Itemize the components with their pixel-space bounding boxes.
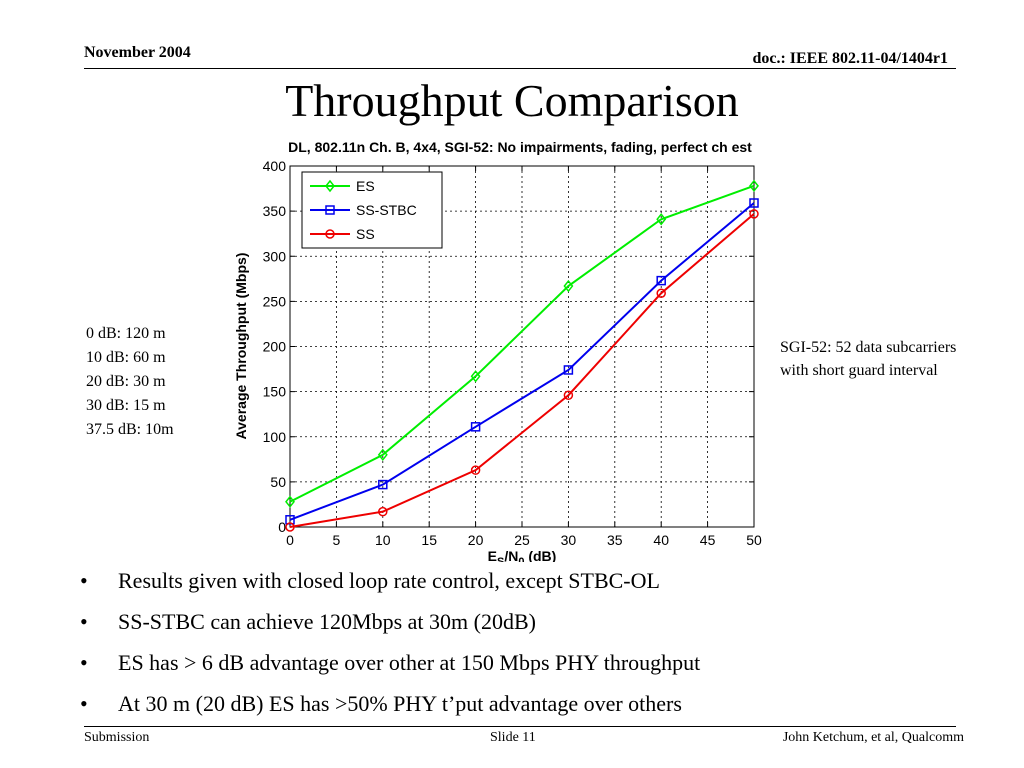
y-tick-label: 200 <box>263 339 287 355</box>
sgi-note: SGI-52: 52 data subcarriers with short g… <box>780 339 957 379</box>
distance-note: 0 dB: 120 m 10 dB: 60 m 20 dB: 30 m 30 d… <box>86 322 174 442</box>
data-point-ss-stbc <box>470 422 481 432</box>
series-es <box>285 179 759 508</box>
data-point-ss-stbc <box>749 198 759 208</box>
header-divider <box>84 68 956 69</box>
header-date: November 2004 <box>84 44 191 61</box>
data-point-es <box>377 448 388 462</box>
slide-title: Throughput Comparison <box>285 75 739 126</box>
data-point-ss <box>378 506 388 517</box>
bullet-dot: • <box>80 650 88 675</box>
x-tick-label: 25 <box>514 532 530 548</box>
footer-divider <box>84 726 956 727</box>
y-tick-label: 50 <box>270 474 286 490</box>
data-point-ss <box>470 465 481 475</box>
data-point-es <box>563 279 574 293</box>
footer-submission: Submission <box>84 730 150 745</box>
distance-line: 0 dB: 120 m <box>86 325 166 342</box>
bullet-list: • Results given with closed loop rate con… <box>80 568 700 732</box>
legend-label-ss: SS <box>356 226 375 242</box>
data-point-es <box>656 213 667 226</box>
axis-ticks: 0 5 10 15 20 25 30 35 40 45 50 0 50 100 150 200 250 300 35… <box>263 158 762 548</box>
x-label-mid: /N <box>504 548 518 562</box>
footer-authors: John Ketchum, et al, Qualcomm <box>782 730 964 745</box>
legend-label-es: ES <box>356 178 375 194</box>
y-tick-label: 0 <box>278 519 286 535</box>
bullet-text: Results given with closed loop rate cont… <box>118 568 660 593</box>
data-point-ss <box>749 209 759 219</box>
x-tick-label: 45 <box>700 532 716 548</box>
data-point-es <box>285 495 295 508</box>
legend-marker-ss-stbc <box>325 205 335 215</box>
bullet-item: • Results given with closed loop rate con… <box>80 568 700 609</box>
y-tick-label: 400 <box>263 158 287 174</box>
x-axis-label: ES/N0 (dB) <box>488 548 557 562</box>
distance-line: 37.5 dB: 10m <box>86 421 174 438</box>
legend-marker-es <box>325 179 335 193</box>
y-tick-label: 350 <box>263 203 287 219</box>
x-tick-label: 50 <box>746 532 762 548</box>
y-tick-label: 300 <box>263 248 287 264</box>
data-point-es <box>470 370 481 383</box>
bullet-item: • ES has > 6 dB advantage over other at 1… <box>80 650 700 691</box>
data-point-ss <box>656 288 666 299</box>
series-line-ss <box>289 213 755 528</box>
data-point-ss-stbc <box>656 275 666 286</box>
chart-legend: ES SS-STBC SS <box>301 171 443 249</box>
x-label-e: E <box>488 548 497 562</box>
x-label-sub-s: S <box>497 556 504 562</box>
data-point-ss-stbc <box>563 365 574 375</box>
header-doc-id: doc.: IEEE 802.11-04/1404r1 <box>752 50 948 67</box>
bullet-text: SS-STBC can achieve 120Mbps at 30m (20dB… <box>118 609 536 634</box>
legend-label-ss-stbc: SS-STBC <box>356 202 417 218</box>
x-tick-label: 30 <box>561 532 577 548</box>
x-tick-label: 40 <box>653 532 669 548</box>
x-tick-label: 35 <box>607 532 623 548</box>
x-label-sub-0: 0 <box>518 556 524 562</box>
distance-line: 20 dB: 30 m <box>86 373 166 390</box>
data-point-ss-stbc <box>285 515 295 525</box>
bullet-text: ES has > 6 dB advantage over other at 15… <box>118 650 701 675</box>
chart-title: DL, 802.11n Ch. B, 4x4, SGI-52: No impai… <box>288 139 752 155</box>
x-tick-label: 0 <box>286 532 294 548</box>
data-point-es <box>749 179 759 193</box>
x-tick-label: 5 <box>333 532 341 548</box>
series-ss <box>285 209 759 532</box>
footer-slide-number: Slide 11 <box>490 730 536 745</box>
distance-line: 30 dB: 15 m <box>86 397 166 414</box>
chart-grid <box>290 166 754 527</box>
data-point-ss-stbc <box>378 479 388 490</box>
bullet-text: At 30 m (20 dB) ES has >50% PHY t’put ad… <box>118 691 682 716</box>
x-tick-label: 10 <box>375 532 391 548</box>
bullet-dot: • <box>80 609 88 634</box>
bullet-dot: • <box>80 691 88 716</box>
bullet-dot: • <box>80 568 88 593</box>
x-label-tail: (dB) <box>524 548 556 562</box>
distance-line: 10 dB: 60 m <box>86 349 166 366</box>
y-tick-label: 150 <box>263 384 287 400</box>
x-tick-label: 15 <box>421 532 437 548</box>
chart-series <box>285 179 759 532</box>
y-axis-label: Average Throughput (Mbps) <box>233 253 249 440</box>
legend-marker-ss <box>325 229 335 239</box>
throughput-chart: DL, 802.11n Ch. B, 4x4, SGI-52: No impai… <box>233 139 762 562</box>
y-tick-label: 250 <box>263 293 287 309</box>
series-line-es <box>289 184 755 503</box>
data-point-ss <box>563 390 574 400</box>
bullet-item: • At 30 m (20 dB) ES has >50% PHY t’put a… <box>80 691 700 732</box>
bullet-item: • SS-STBC can achieve 120Mbps at 30m (20d… <box>80 609 700 650</box>
y-tick-label: 100 <box>263 429 287 445</box>
data-point-ss <box>285 522 295 532</box>
x-tick-label: 20 <box>468 532 484 548</box>
series-ss-stbc <box>285 198 759 525</box>
series-line-ss-stbc <box>289 202 755 521</box>
